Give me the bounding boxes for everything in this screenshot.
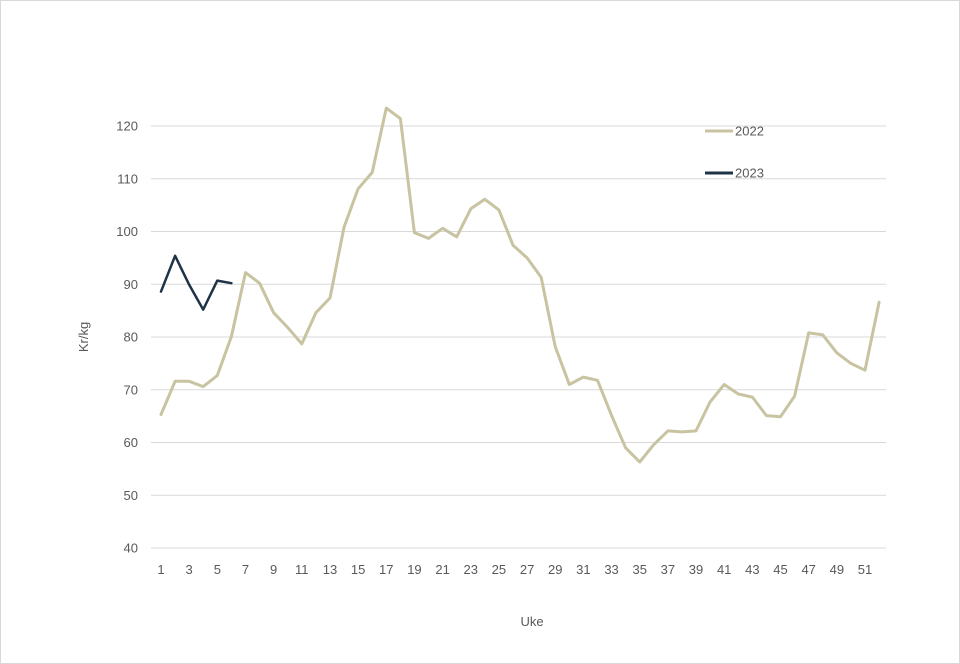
x-tick-label: 3 xyxy=(186,562,193,577)
x-tick-label: 27 xyxy=(520,562,534,577)
x-tick-label: 29 xyxy=(548,562,562,577)
y-axis-ticks: 40 50 60 70 80 90 100 110 120 xyxy=(116,119,138,556)
x-tick-label: 19 xyxy=(407,562,421,577)
x-tick-label: 39 xyxy=(689,562,703,577)
y-tick-label: 70 xyxy=(124,382,138,397)
y-tick-label: 40 xyxy=(124,541,138,556)
y-tick-label: 90 xyxy=(124,277,138,292)
x-tick-label: 49 xyxy=(830,562,844,577)
y-tick-label: 120 xyxy=(116,119,138,134)
x-tick-label: 25 xyxy=(492,562,506,577)
y-tick-label: 110 xyxy=(117,171,138,186)
y-axis-title: Kr/kg xyxy=(76,322,91,352)
x-tick-label: 43 xyxy=(745,562,759,577)
x-tick-label: 45 xyxy=(773,562,787,577)
x-tick-label: 11 xyxy=(295,562,309,577)
y-tick-label: 50 xyxy=(124,488,138,503)
y-tick-label: 80 xyxy=(124,330,138,345)
y-tick-label: 100 xyxy=(116,224,138,239)
x-tick-label: 35 xyxy=(632,562,646,577)
x-tick-label: 31 xyxy=(576,562,590,577)
y-tick-label: 60 xyxy=(124,435,138,450)
legend-label-2022: 2022 xyxy=(735,124,764,139)
x-tick-label: 51 xyxy=(858,562,872,577)
x-tick-label: 1 xyxy=(157,562,164,577)
x-tick-label: 15 xyxy=(351,562,365,577)
x-tick-label: 17 xyxy=(379,562,393,577)
series-lines xyxy=(159,106,881,464)
x-tick-label: 33 xyxy=(604,562,618,577)
x-axis-title: Uke xyxy=(520,614,543,629)
x-axis-ticks: 1 3 5 7 9 11 13 15 17 19 21 23 25 27 29 31 33 35 37 39 41 43 4… xyxy=(157,562,872,577)
x-tick-label: 9 xyxy=(270,562,277,577)
x-tick-label: 13 xyxy=(323,562,337,577)
x-tick-label: 5 xyxy=(214,562,221,577)
x-tick-label: 37 xyxy=(661,562,675,577)
x-tick-label: 47 xyxy=(801,562,815,577)
x-tick-label: 41 xyxy=(717,562,731,577)
x-tick-label: 23 xyxy=(464,562,478,577)
gridlines xyxy=(151,125,886,549)
x-tick-label: 21 xyxy=(435,562,449,577)
legend: 2022 2023 xyxy=(705,124,764,181)
x-tick-label: 7 xyxy=(242,562,249,577)
series-line-2023 xyxy=(159,254,233,311)
legend-label-2023: 2023 xyxy=(735,166,764,181)
series-line-2022 xyxy=(159,106,881,464)
